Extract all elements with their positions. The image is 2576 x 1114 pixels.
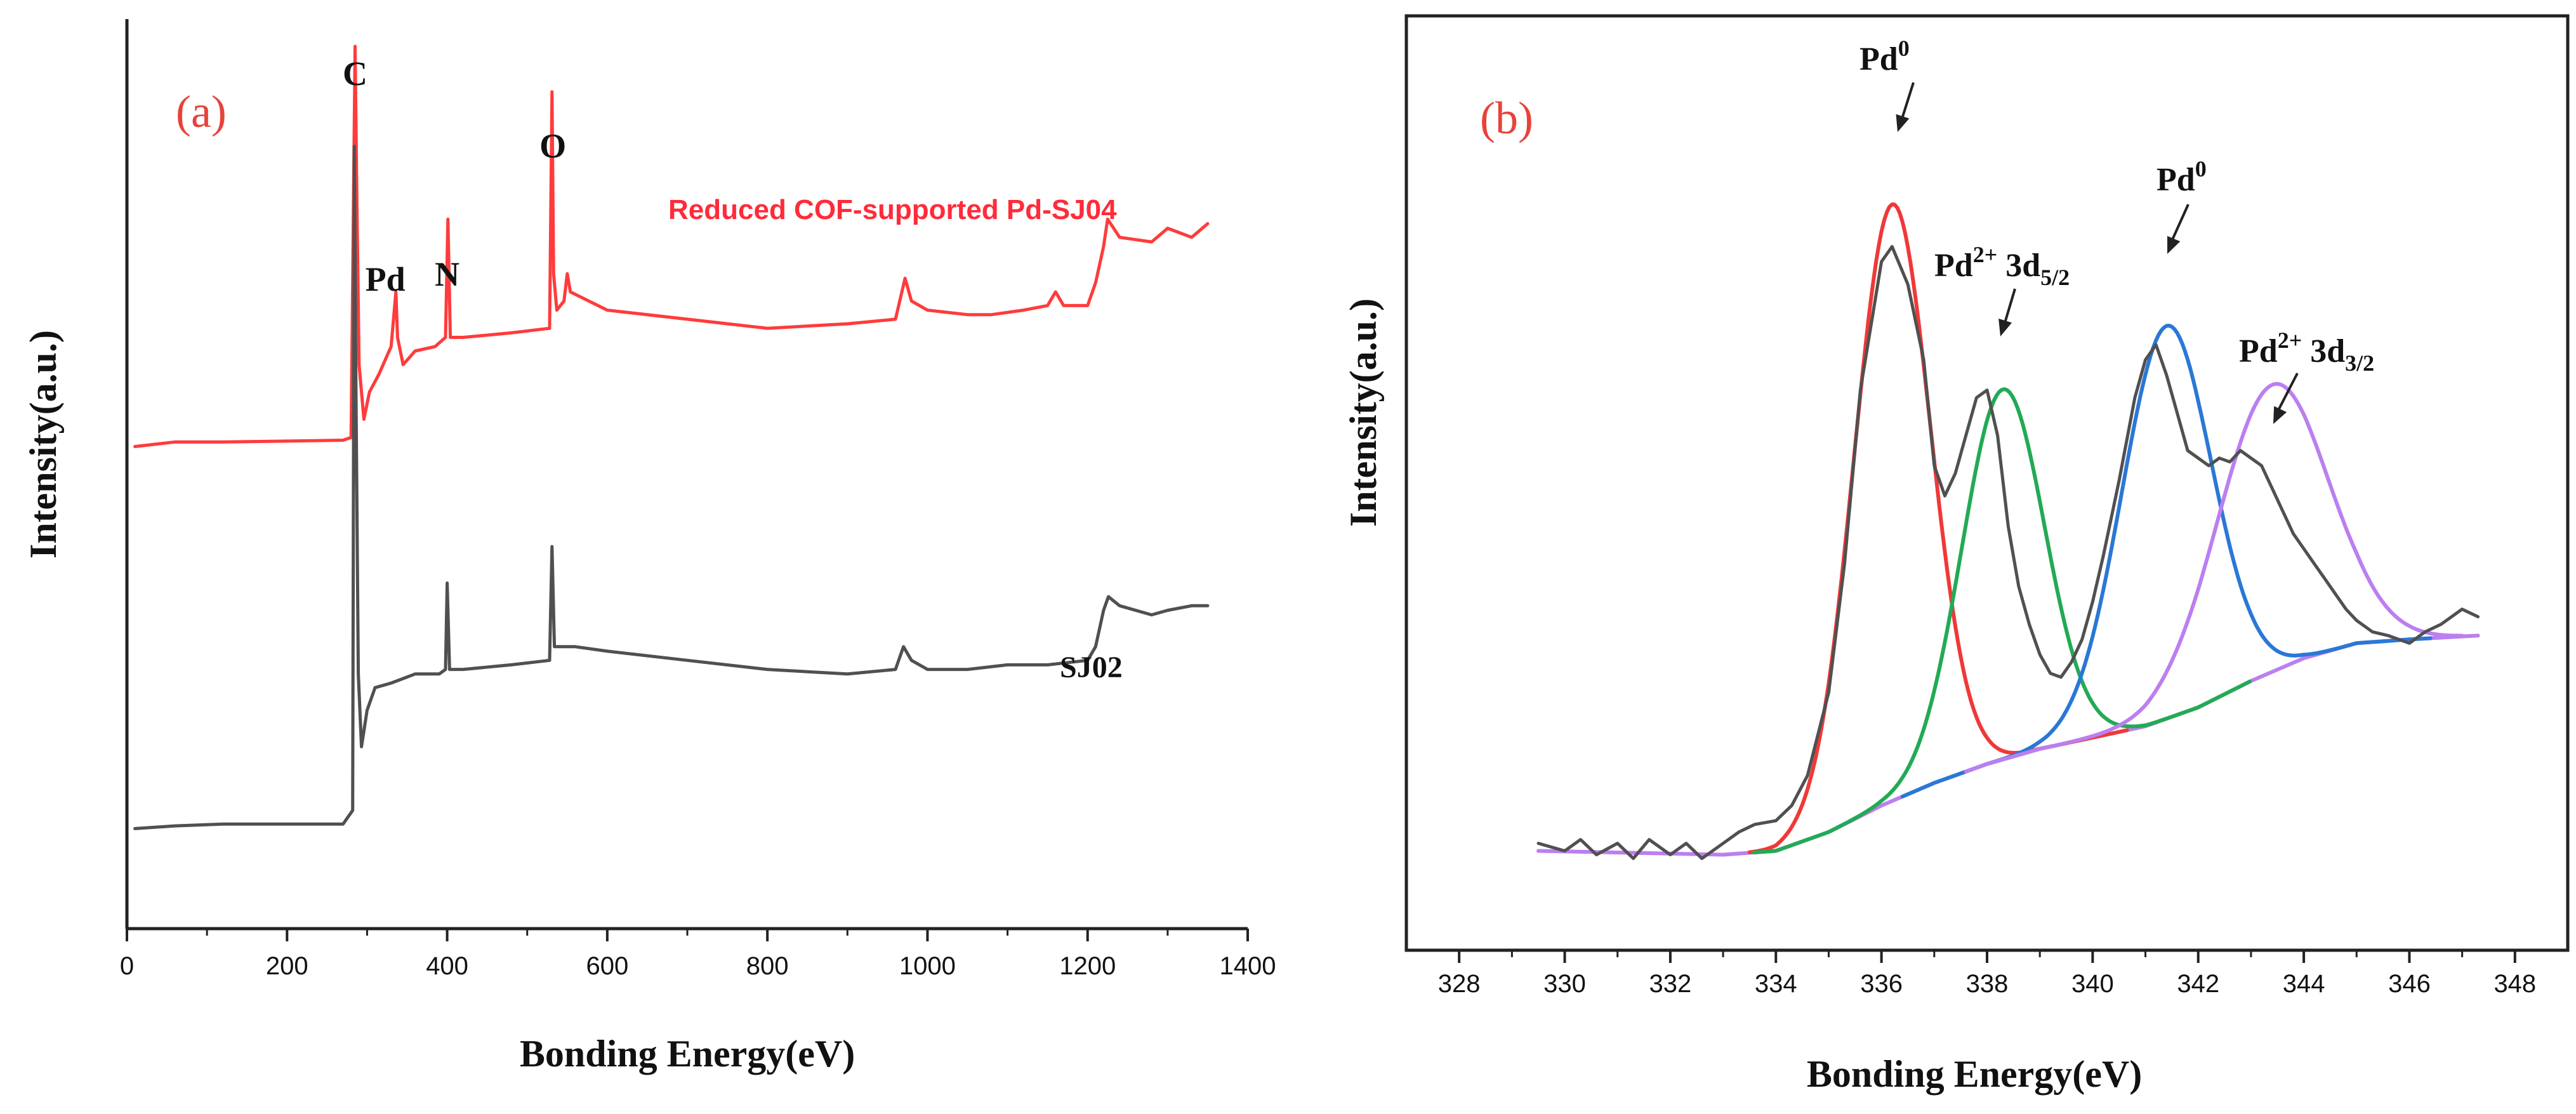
panel-b-peak-arrow-head — [1998, 318, 2012, 336]
panel-b-fit-peaks — [1747, 202, 2464, 854]
panel-a-letter: (a) — [176, 86, 227, 137]
panel-a-element-labels: C Pd N O — [343, 55, 566, 298]
panel-a-x-ticks — [126, 929, 1249, 941]
panel-a-series-group — [133, 44, 1210, 830]
panel-b-x-tick-label-336: 336 — [1860, 970, 1903, 998]
panel-b-peak-arrow-shaft — [2170, 204, 2190, 243]
panel-a-x-tick-label-800: 800 — [746, 952, 789, 980]
panel-a-element-label-n: N — [435, 255, 459, 293]
panel-b-letter: (b) — [1480, 93, 1533, 143]
panel-b-y-axis-title: Intensity(a.u.) — [1342, 298, 1384, 527]
panel-a-x-tick-label-600: 600 — [586, 952, 628, 980]
panel-b-x-ticks — [1458, 950, 2516, 963]
panel-b-pd3d-spectrum: 328 330 332 334 336 338 340 342 344 346 348 Pd0 Pd2… — [1342, 14, 2570, 1095]
panel-a-x-tick-labels: 0 200 400 600 800 1000 1200 1400 — [120, 952, 1276, 980]
panel-b-peak-arrow-shaft — [2276, 373, 2299, 413]
panel-a-element-label-o: O — [539, 127, 566, 165]
panel-b-x-axis-title: Bonding Energy(eV) — [1807, 1053, 2142, 1095]
series-label-reduced-cof-pd-sj04: Reduced COF-supported Pd-SJ04 — [668, 194, 1117, 225]
panel-b-peak-arrow-shaft — [1900, 82, 1915, 121]
panel-b-experimental-group — [1536, 245, 2480, 860]
panel-b-fit-peak-pd2-3d5-2 — [1752, 387, 2252, 854]
panel-a-x-tick-label-1400: 1400 — [1220, 952, 1276, 980]
panel-b-peak-arrow-shaft — [2003, 288, 2016, 326]
panel-b-peak-labels: Pd0 Pd2+ 3d5/2 Pd0 Pd2+ 3d3/2 — [1859, 36, 2374, 424]
panel-b-x-tick-label-342: 342 — [2177, 970, 2219, 998]
series-label-sj02: SJ02 — [1060, 651, 1123, 684]
panel-b-peak-arrow-head — [1896, 114, 1910, 132]
panel-a-element-label-pd: Pd — [366, 260, 406, 298]
panel-b-fit-peak-pd2-3d3-2 — [1964, 381, 2464, 774]
panel-b-fit-peak-pd0-3d5-2 — [1747, 202, 2129, 854]
panel-a-x-tick-label-200: 200 — [266, 952, 308, 980]
panel-a-x-tick-label-1000: 1000 — [899, 952, 956, 980]
panel-b-background-line — [1536, 633, 2480, 857]
panel-b-background-curve — [1536, 633, 2480, 857]
panel-a-series-sj02 — [133, 145, 1210, 830]
panel-a-survey-spectrum: 0 200 400 600 800 1000 1200 1400 C Pd N O (a) Redu… — [22, 19, 1276, 1075]
panel-b-x-tick-label-334: 334 — [1755, 970, 1797, 998]
panel-b-x-tick-label-330: 330 — [1543, 970, 1586, 998]
panel-b-x-tick-labels: 328 330 332 334 336 338 340 342 344 346 348 — [1438, 970, 2536, 998]
panel-a-y-axis-title: Intensity(a.u.) — [22, 330, 64, 559]
panel-b-x-tick-label-340: 340 — [2071, 970, 2114, 998]
panel-a-element-label-c: C — [343, 55, 367, 93]
panel-b-x-tick-label-346: 346 — [2388, 970, 2431, 998]
panel-b-peak-arrow-head — [2273, 406, 2287, 424]
panel-a-series-reduced-cof-supported-pd-sj04 — [133, 44, 1210, 448]
panel-b-x-tick-label-332: 332 — [1649, 970, 1692, 998]
panel-b-x-tick-label-338: 338 — [1966, 970, 2009, 998]
panel-b-x-tick-label-348: 348 — [2493, 970, 2536, 998]
panel-b-peak-label-pd-0: Pd0 — [1859, 36, 1910, 77]
panel-b-peak-label-pd-2-5-2: Pd2+ 3d5/2 — [1934, 242, 2070, 290]
panel-b-peak-label-pd-2-3-2: Pd2+ 3d3/2 — [2239, 328, 2374, 376]
panel-a-x-tick-label-400: 400 — [426, 952, 468, 980]
panel-b-series-experimental — [1536, 245, 2480, 860]
panel-b-frame — [1404, 14, 2570, 952]
panel-b-peak-arrow-head — [2167, 235, 2181, 254]
panel-a-x-tick-label-0: 0 — [120, 952, 134, 980]
panel-b-x-tick-label-328: 328 — [1438, 970, 1481, 998]
panel-b-x-tick-label-344: 344 — [2283, 970, 2325, 998]
panel-a-x-axis-title: Bonding Energy(eV) — [520, 1033, 855, 1075]
panel-b-peak-label-pd-0: Pd0 — [2157, 156, 2207, 198]
panel-a-x-tick-label-1200: 1200 — [1059, 952, 1116, 980]
